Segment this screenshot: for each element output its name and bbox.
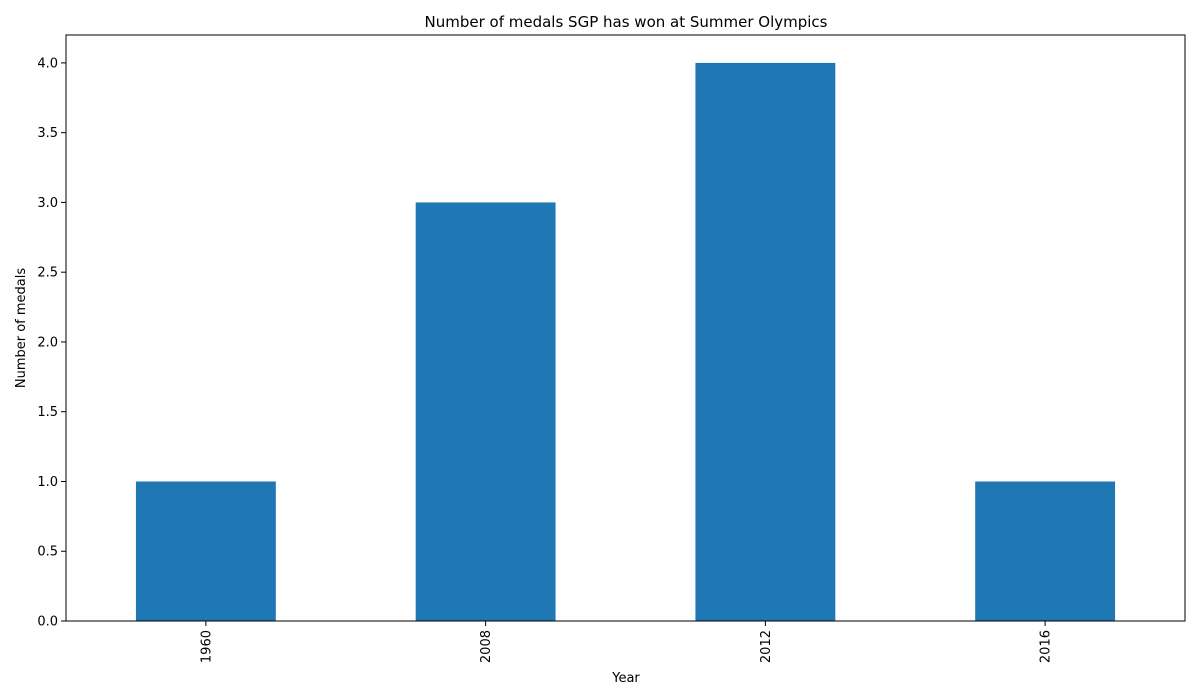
x-tick-label: 2008 <box>479 630 494 663</box>
bar-1960[interactable] <box>135 481 276 621</box>
x-tick-label: 2012 <box>759 630 774 663</box>
x-tick-label: 1960 <box>199 630 214 663</box>
y-axis-label: Number of medals <box>14 268 29 389</box>
y-tick-label: 3.5 <box>37 126 58 141</box>
y-tick-label: 2.0 <box>37 335 58 350</box>
y-tick-label: 0.0 <box>37 615 58 630</box>
y-tick-label: 1.5 <box>37 405 58 420</box>
plot-area: 0.0 0.5 1.0 1.5 2.0 2.5 3.0 3.5 4.0 1960 2008 2012 2… <box>37 34 1186 663</box>
bar-2012[interactable] <box>695 62 836 621</box>
y-tick-label: 1.0 <box>37 475 58 490</box>
chart-title: Number of medals SGP has won at Summer O… <box>425 13 828 31</box>
plot-frame <box>65 34 1186 622</box>
x-axis-label: Year <box>611 671 640 686</box>
bar-2016[interactable] <box>975 481 1116 621</box>
x-tick-label: 2016 <box>1039 630 1054 663</box>
y-tick-label: 4.0 <box>37 56 58 71</box>
y-tick-label: 3.0 <box>37 196 58 211</box>
y-tick-label: 0.5 <box>37 545 58 560</box>
y-tick-label: 2.5 <box>37 266 58 281</box>
bar-2008[interactable] <box>415 202 556 621</box>
